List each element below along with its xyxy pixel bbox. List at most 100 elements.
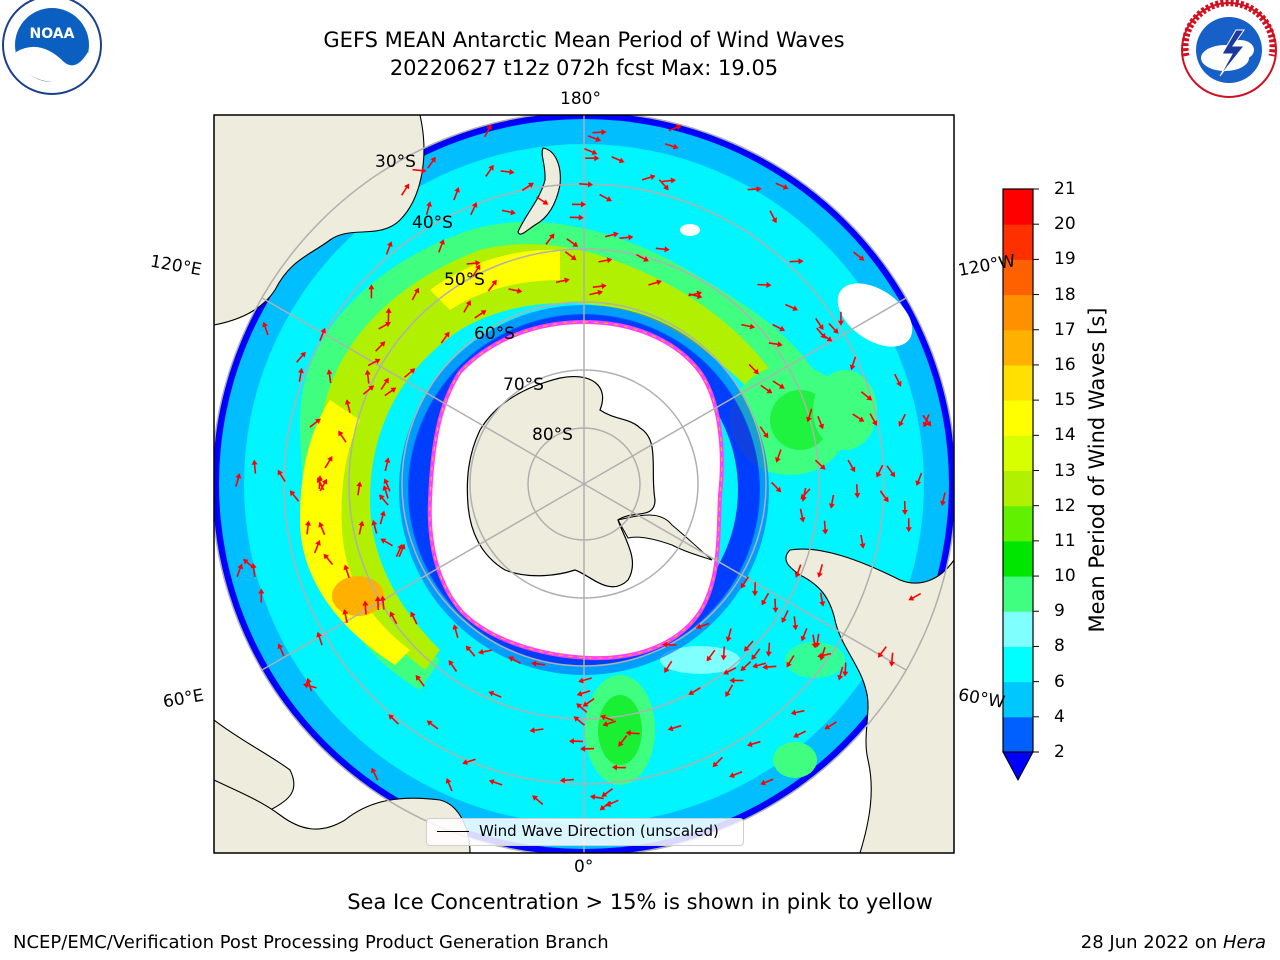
wave-arrow-head bbox=[656, 279, 662, 286]
colorbar-tick-label: 2 bbox=[1054, 742, 1065, 762]
wave-arrow-head bbox=[578, 214, 584, 221]
wave-arrow-head bbox=[549, 233, 555, 240]
wave-arrow-head bbox=[766, 281, 772, 288]
wave-arrow-head bbox=[462, 759, 468, 765]
wave-arrow-head bbox=[696, 293, 703, 300]
wave-arrow-head bbox=[323, 553, 330, 560]
colorbar-tick-label: 13 bbox=[1054, 460, 1076, 481]
south-america-landmass bbox=[785, 548, 954, 853]
wave-arrow-head bbox=[320, 327, 326, 334]
wave-arrow-head bbox=[465, 645, 472, 652]
wave-arrow-head bbox=[465, 300, 471, 306]
chart-subtitle: 20220627 t12z 072h fcst Max: 19.05 bbox=[389, 56, 779, 80]
wave-arrow-head bbox=[908, 595, 915, 601]
colorbar bbox=[1002, 188, 1039, 782]
wave-arrow-head bbox=[751, 654, 757, 660]
colorbar-segment bbox=[1003, 364, 1033, 401]
wave-arrow-head bbox=[606, 196, 612, 202]
wave-arrow-head bbox=[374, 358, 381, 364]
wave-arrow-head bbox=[837, 320, 844, 326]
australia-landmass bbox=[214, 115, 425, 326]
wave-arrow-head bbox=[818, 423, 824, 430]
wave-arrow-head bbox=[664, 667, 670, 673]
colorbar-tick-label: 19 bbox=[1054, 249, 1076, 270]
wave-arrow-head bbox=[389, 611, 395, 618]
wave-arrow-head bbox=[516, 287, 523, 294]
footer-producer: NCEP/EMC/Verification Post Processing Pr… bbox=[13, 932, 609, 953]
wave-arrow-head bbox=[771, 217, 777, 224]
wave-arrow-head bbox=[385, 321, 391, 328]
wave-arrow-head bbox=[594, 155, 600, 162]
wave-arrow-head bbox=[344, 399, 351, 405]
wave-arrow-head bbox=[800, 635, 807, 642]
wave-arrow-head bbox=[819, 601, 826, 607]
wave-arrow-head bbox=[384, 457, 391, 463]
wave-arrow-head bbox=[898, 420, 904, 427]
wave-arrow-head bbox=[772, 607, 779, 613]
wave-arrow-head bbox=[452, 624, 459, 630]
wave-arrow-head bbox=[876, 471, 882, 478]
wave-arrow-head bbox=[368, 284, 375, 290]
wave-arrow-head bbox=[298, 367, 304, 374]
wave-arrow-head bbox=[817, 652, 823, 659]
lat-label-40s: 40°S bbox=[412, 213, 453, 233]
colorbar-tick-label: 20 bbox=[1054, 214, 1076, 235]
wave-arrow-head bbox=[362, 600, 369, 606]
wave-arrow-head bbox=[380, 538, 387, 544]
wave-arrow-head bbox=[327, 456, 333, 462]
colorbar-tick-label: 21 bbox=[1054, 179, 1076, 199]
wave-arrow-head bbox=[849, 364, 856, 371]
wave-arrow-head bbox=[404, 183, 410, 190]
wave-arrow-head bbox=[242, 558, 249, 565]
colorbar-segment bbox=[1003, 611, 1033, 647]
lon-label-0: 0° bbox=[574, 857, 594, 877]
wave-arrow-head bbox=[448, 660, 454, 666]
footer-date: 28 Jun 2022 on Hera bbox=[1081, 932, 1266, 953]
wave-arrow-head bbox=[756, 186, 762, 193]
colorbar-segment bbox=[1003, 294, 1033, 331]
colorbar-segment bbox=[1003, 576, 1033, 612]
wave-arrow-head bbox=[720, 655, 727, 661]
noaa-logo-text: NOAA bbox=[30, 26, 75, 42]
wave-arrow-head bbox=[445, 778, 452, 784]
wave-arrow-head bbox=[387, 241, 393, 247]
wave-arrow-head bbox=[564, 277, 570, 284]
wave-arrow-head bbox=[800, 493, 807, 500]
wave-arrow-head bbox=[688, 689, 695, 695]
wave-arrow-head bbox=[819, 464, 826, 470]
wave-arrow-head bbox=[752, 662, 758, 669]
colorbar-segment bbox=[1003, 224, 1033, 260]
colorbar-title: Mean Period of Wind Waves [s] bbox=[1085, 307, 1109, 633]
wave-arrow-head bbox=[601, 791, 608, 797]
colorbar-tick-label: 15 bbox=[1054, 390, 1076, 411]
wave-arrow-head bbox=[740, 665, 747, 672]
colorbar-segment bbox=[1003, 681, 1033, 718]
wave-arrow-head bbox=[532, 795, 538, 801]
wave-arrow-head bbox=[390, 387, 397, 393]
wave-arrow-head bbox=[871, 420, 878, 426]
wave-arrow-head bbox=[258, 588, 265, 594]
wave-arrow-head bbox=[595, 136, 602, 142]
wave-arrow-head bbox=[794, 572, 801, 578]
wave-arrow-head bbox=[262, 321, 268, 328]
wave-arrow-head bbox=[277, 643, 284, 650]
wave-arrow-head bbox=[289, 490, 296, 497]
wave-arrow-head bbox=[529, 727, 535, 734]
wave-arrow-head bbox=[531, 660, 537, 667]
colorbar-tick-label: 12 bbox=[1054, 495, 1076, 516]
wave-arrow-head bbox=[409, 368, 416, 374]
wave-arrow-head bbox=[618, 157, 625, 164]
wave-arrow-head bbox=[826, 336, 833, 342]
colorbar-segment bbox=[1003, 470, 1033, 507]
wave-arrow-head bbox=[601, 129, 607, 136]
wind-wave-arrows bbox=[235, 124, 946, 811]
wave-arrow-head bbox=[343, 564, 350, 571]
colorbar-segment bbox=[1003, 505, 1033, 542]
colorbar-tick-label: 14 bbox=[1054, 425, 1076, 446]
new-zealand-landmass bbox=[517, 147, 561, 235]
wave-arrow-head bbox=[662, 641, 668, 648]
wave-arrow-head bbox=[858, 255, 865, 261]
wave-arrow-head bbox=[587, 181, 593, 188]
wave-arrow-head bbox=[854, 493, 861, 499]
wave-arrow-head bbox=[430, 156, 436, 163]
